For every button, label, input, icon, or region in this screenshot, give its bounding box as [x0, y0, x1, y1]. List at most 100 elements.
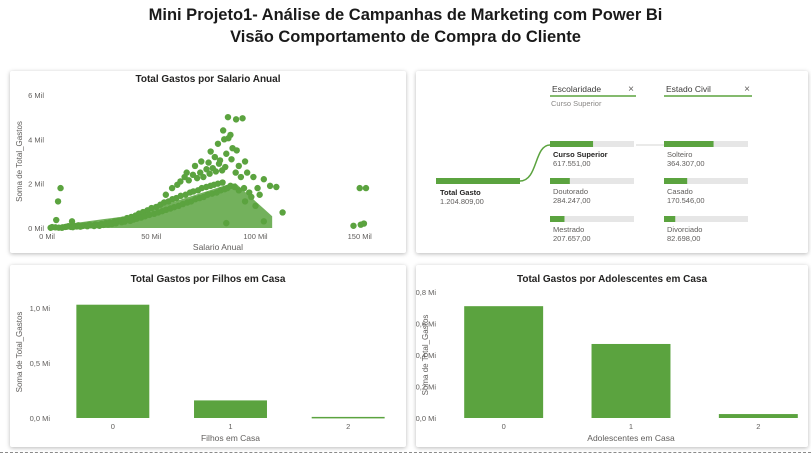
scatter-point	[232, 169, 239, 176]
scatter-point	[185, 177, 192, 184]
scatter-point	[216, 157, 224, 164]
bar	[194, 400, 267, 418]
scatter-point	[223, 219, 230, 227]
kids-bar-chart: Total Gastos por Filhos em Casa Soma de T…	[15, 274, 385, 443]
scatter-point	[350, 222, 357, 229]
x-tick-label: 0	[502, 422, 506, 431]
x-tick-label: 0	[111, 422, 115, 431]
scatter-point	[360, 220, 368, 227]
node-label: Solteiro	[667, 150, 692, 159]
y-tick-label: 6 Mil	[28, 91, 44, 100]
node-value: 207.657,00	[553, 234, 591, 243]
level-header: Estado Civil	[666, 84, 711, 94]
x-axis-title: Adolescentes em Casa	[587, 433, 675, 443]
level-selection-label: Curso Superior	[551, 99, 602, 108]
scatter-point	[240, 184, 248, 192]
scatter-point	[235, 162, 243, 170]
scatter-point	[239, 115, 246, 122]
scatter-point	[203, 166, 210, 173]
y-tick-label: 1,0 Mi	[30, 304, 51, 313]
page-title: Mini Projeto1- Análise de Campanhas de M…	[0, 4, 811, 48]
scatter-point	[248, 193, 255, 201]
scatter-point	[219, 179, 226, 186]
scatter-point	[222, 163, 229, 171]
x-tick-label: 2	[346, 422, 350, 431]
tree-connector	[519, 144, 551, 182]
node-bar	[664, 178, 688, 184]
node-bar	[550, 178, 570, 184]
scatter-point	[356, 184, 363, 192]
y-tick-label: 0,5 Mi	[30, 359, 51, 368]
scatter-point	[228, 156, 235, 163]
node-label: Divorciado	[667, 225, 702, 234]
scatter-point	[266, 182, 274, 190]
scatter-point	[211, 153, 219, 161]
root-label: Total Gasto	[440, 188, 481, 197]
node-track	[664, 178, 748, 184]
node-label: Casado	[667, 187, 693, 196]
y-tick-label: 2 Mil	[28, 180, 44, 189]
decomposition-tree: Escolaridade × Estado Civil × Curso Superior…	[436, 84, 752, 243]
scatter-card[interactable]: Total Gastos por Salario Anual 0 Mil 2 Mil…	[10, 71, 406, 253]
scatter-point	[68, 218, 76, 225]
scatter-point	[252, 202, 259, 210]
node-value: 82.698,00	[667, 234, 700, 243]
scatter-point	[205, 159, 212, 166]
chart-title: Total Gastos por Adolescentes em Casa	[517, 274, 707, 285]
page-title-line-1: Mini Projeto1- Análise de Campanhas de M…	[148, 6, 663, 24]
x-tick-label: 100 Mil	[243, 232, 268, 241]
x-tick-label: 150 Mil	[348, 232, 373, 241]
page-title-line-2: Visão Comportamento de Compra do Cliente	[230, 28, 581, 46]
scatter-chart: Total Gastos por Salario Anual 0 Mil 2 Mil…	[15, 74, 373, 252]
scatter-point	[183, 169, 190, 176]
scatter-point	[260, 218, 268, 225]
level-close-icon: ×	[744, 84, 750, 95]
scatter-point	[206, 170, 213, 177]
scatter-point	[260, 176, 268, 183]
node-label: Mestrado	[553, 225, 584, 234]
bar	[591, 343, 671, 418]
y-tick-label: 4 Mil	[28, 135, 44, 144]
scatter-point	[177, 192, 184, 200]
y-axis-title: Soma de Total_Gastos	[15, 312, 24, 393]
decomposition-tree-card[interactable]: Escolaridade × Estado Civil × Curso Superior…	[416, 71, 808, 253]
scatter-point	[177, 178, 184, 185]
y-tick-label: 0,8 Mi	[416, 288, 436, 297]
scatter-point	[219, 127, 227, 134]
scatter-point	[200, 173, 207, 181]
chart-title: Total Gastos por Salario Anual	[135, 74, 280, 85]
node-bar	[664, 141, 714, 147]
scatter-point	[193, 174, 201, 182]
scatter-point	[254, 184, 261, 192]
scatter-point	[241, 158, 249, 165]
level-header: Escolaridade	[552, 84, 601, 94]
level-close-icon: ×	[628, 84, 634, 95]
y-tick-label: 0,0 Mi	[30, 414, 51, 423]
node-value: 364.307,00	[667, 159, 705, 168]
scatter-point	[227, 131, 234, 139]
scatter-point	[224, 113, 232, 121]
scatter-point	[168, 184, 176, 192]
scatter-point	[221, 136, 228, 143]
bar	[464, 306, 544, 418]
teens-bar-card[interactable]: Total Gastos por Adolescentes em Casa Som…	[416, 265, 808, 447]
node-track	[550, 178, 634, 184]
x-axis-title: Filhos em Casa	[201, 433, 260, 443]
x-tick-label: 1	[228, 422, 232, 431]
root-value: 1.204.809,00	[440, 197, 484, 206]
kids-bar-card[interactable]: Total Gastos por Filhos em Casa Soma de T…	[10, 265, 406, 447]
scatter-point	[256, 191, 263, 198]
root-bar	[436, 178, 520, 184]
scatter-point	[212, 168, 220, 175]
x-tick-label: 1	[629, 422, 633, 431]
scatter-point	[279, 209, 286, 216]
y-tick-label: 0,6 Mi	[416, 320, 436, 329]
node-bar	[664, 216, 676, 222]
scatter-point	[198, 158, 205, 165]
node-label: Doutorado	[553, 187, 588, 196]
y-tick-label: 0 Mil	[28, 224, 44, 233]
scatter-point	[243, 169, 251, 176]
scatter-point	[197, 169, 204, 176]
scatter-point	[207, 148, 214, 155]
page-divider	[0, 452, 811, 453]
